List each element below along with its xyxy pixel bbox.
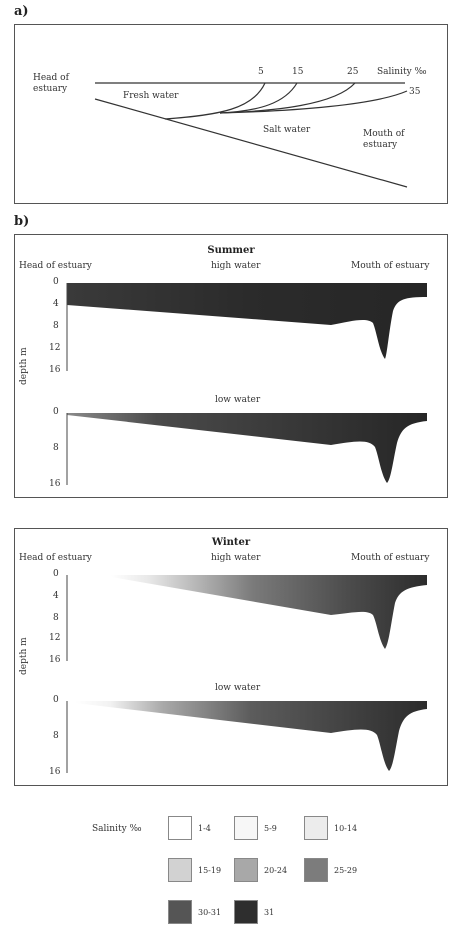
isohaline-35 [219, 90, 408, 114]
legend-item: 15-19 [168, 858, 221, 882]
summer-high-tick-16: 16 [49, 365, 61, 375]
winter-high-water-label: high water [211, 553, 261, 563]
summer-low-tick-8: 8 [53, 443, 59, 453]
fresh-water-label: Fresh water [123, 91, 179, 101]
panel-a-diagram [94, 82, 408, 188]
legend-label: 20-24 [264, 865, 288, 875]
estuary-bottom-line [94, 98, 408, 188]
summer-box: Summer Head of estuary high water Mouth … [14, 234, 448, 498]
mouth-of-estuary-label: Mouth of estuary [363, 129, 405, 150]
legend-item: 25-29 [304, 858, 357, 882]
winter-box: Winter Head of estuary high water Mouth … [14, 528, 448, 786]
winter-low-water-section [75, 701, 427, 771]
summer-sections [66, 283, 427, 485]
winter-low-water-label: low water [215, 683, 261, 693]
legend-label: 25-29 [334, 865, 358, 875]
legend-swatch [304, 816, 328, 840]
summer-low-tick-0: 0 [53, 407, 59, 417]
legend-title: Salinity ‰ [92, 824, 142, 834]
winter-sections [66, 575, 427, 773]
summer-high-water-label: high water [211, 261, 261, 271]
legend-swatch [234, 858, 258, 882]
legend-label: 5-9 [264, 823, 277, 833]
summer-low-water-section [67, 413, 427, 483]
isohaline-label-5: 5 [258, 67, 264, 77]
winter-title: Winter [211, 537, 251, 548]
legend-item: 1-4 [168, 816, 211, 840]
legend-label: 1-4 [198, 823, 211, 833]
legend-swatch [168, 816, 192, 840]
salinity-label-a: Salinity ‰ [377, 67, 427, 77]
legend-label: 15-19 [198, 865, 222, 875]
summer-low-water-label: low water [215, 395, 261, 405]
legend-item: 31 [234, 900, 274, 924]
legend-label: 31 [264, 907, 275, 917]
winter-high-tick-12: 12 [49, 633, 61, 643]
legend-swatch [168, 900, 192, 924]
winter-high-tick-16: 16 [49, 655, 61, 665]
summer-high-tick-8: 8 [53, 321, 59, 331]
winter-depth-label: depth m [19, 637, 29, 675]
legend-item: 10-14 [304, 816, 357, 840]
summer-high-tick-0: 0 [53, 277, 59, 287]
panel-b-label: b) [14, 214, 30, 229]
winter-high-tick-8: 8 [53, 613, 59, 623]
isohaline-25 [219, 82, 356, 114]
isohaline-5 [164, 82, 266, 120]
legend-swatch [234, 900, 258, 924]
summer-low-tick-16: 16 [49, 479, 61, 489]
winter-head-label: Head of estuary [19, 553, 92, 563]
legend-item: 5-9 [234, 816, 277, 840]
summer-title: Summer [207, 245, 255, 256]
legend-swatch [168, 858, 192, 882]
winter-low-tick-0: 0 [53, 695, 59, 705]
legend-label: 10-14 [334, 823, 358, 833]
summer-mouth-label: Mouth of estuary [351, 261, 430, 271]
isohaline-label-15: 15 [292, 67, 304, 77]
winter-low-tick-16: 16 [49, 767, 61, 777]
salt-water-label: Salt water [263, 125, 311, 135]
legend-item: 30-31 [168, 900, 221, 924]
winter-high-water-section [111, 575, 427, 649]
head-of-estuary-label: Head of estuary [33, 73, 69, 94]
panel-a-box: Head of estuary Fresh water Salt water Mo… [14, 24, 448, 204]
summer-head-label: Head of estuary [19, 261, 92, 271]
winter-low-tick-8: 8 [53, 731, 59, 741]
legend-item: 20-24 [234, 858, 287, 882]
isohaline-label-25: 25 [347, 67, 359, 77]
winter-high-tick-4: 4 [53, 591, 59, 601]
isohaline-label-35: 35 [409, 87, 421, 97]
winter-high-tick-0: 0 [53, 569, 59, 579]
winter-mouth-label: Mouth of estuary [351, 553, 430, 563]
legend-swatch [234, 816, 258, 840]
panel-a-label: a) [14, 4, 29, 19]
summer-high-tick-12: 12 [49, 343, 61, 353]
legend-swatch [304, 858, 328, 882]
legend-label: 30-31 [198, 907, 222, 917]
summer-depth-label: depth m [19, 347, 29, 385]
summer-high-tick-4: 4 [53, 299, 59, 309]
summer-high-water-section [67, 283, 427, 359]
